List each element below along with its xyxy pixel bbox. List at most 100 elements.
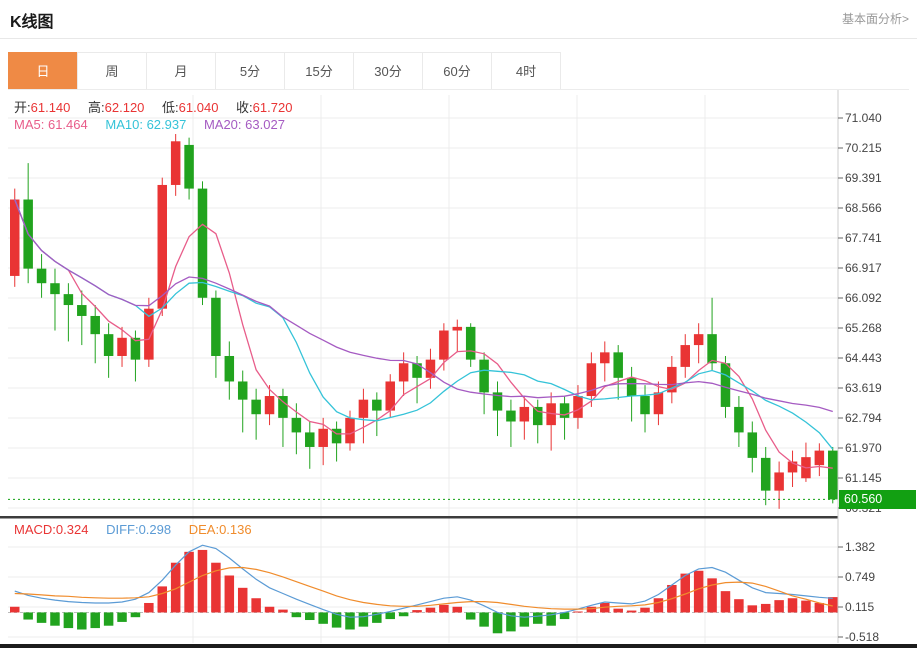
macd-hist-bar [653,598,664,613]
candle-body [600,352,610,364]
diff-line [14,544,833,618]
macd-hist-bar [36,612,47,623]
macd-hist-bar [532,612,543,624]
ma20-line [14,199,833,413]
fundamental-analysis-link[interactable]: 基本面分析> [841,12,909,26]
candle-body [398,363,409,382]
macd-hist-bar [573,611,583,613]
macd-hist-bar [197,549,208,613]
macd-hist-bar [479,612,489,627]
candle-body [372,399,382,411]
candle-body [90,315,100,335]
ma5-label: MA5: 61.464 [14,117,88,132]
candle-body [680,345,690,367]
macd-hist-bar [801,600,811,613]
macd-hist-bar [586,606,597,613]
candle-body [465,326,476,360]
tab-15min[interactable]: 15分 [284,52,354,90]
candle-body [626,377,637,397]
tab-month[interactable]: 月 [146,52,216,90]
y-axis-tick: 70.215 [845,141,882,155]
ma5-line [14,199,833,469]
candle-body [130,337,141,360]
tab-day[interactable]: 日 [8,52,78,90]
ma20-label: MA20: 63.027 [203,117,285,132]
macd-hist-bar [372,612,382,623]
dea-line [14,566,833,610]
candle-body [667,366,677,393]
candle-body [305,432,315,447]
candle-body [720,363,731,407]
macd-hist-bar [264,606,275,613]
macd-hist-bar [519,612,530,627]
bottom-divider-bar [0,644,917,648]
candle-body [559,403,570,418]
macd-hist-bar [720,591,731,613]
ma10-label: MA10: 62.937 [105,117,187,132]
macd-hist-bar [144,602,154,613]
macd-hist-bar [680,573,690,613]
macd-hist-bar [237,587,248,613]
candle-body [211,297,221,356]
macd-hist-bar [77,612,87,630]
candle-body [278,396,288,418]
macd-hist-bar [747,605,758,613]
candle-body [640,396,650,415]
y-axis-tick: 62.794 [845,411,882,425]
macd-hist-bar [398,612,409,617]
macd-hist-bar [787,598,798,613]
high-value: 62.120 [104,100,145,115]
candle-body [492,392,503,411]
macd-hist-bar [546,612,556,626]
macd-hist-bar [734,599,744,613]
macd-hist-bar [425,607,436,613]
macd-hist-bar [10,606,20,613]
tab-60min[interactable]: 60分 [422,52,492,90]
y-axis-tick: 71.040 [845,111,882,125]
macd-hist-bar [345,612,355,630]
macd-hist-bar [465,612,476,620]
candle-body [264,396,275,415]
open-value: 61.140 [30,100,71,115]
macd-hist-bar [130,612,141,618]
candle-body [452,326,463,331]
macd-hist-bar [90,612,100,629]
macd-hist-bar [23,612,33,620]
title-divider [0,38,917,39]
tab-5min[interactable]: 5分 [215,52,285,90]
candle-body [774,472,784,491]
y-axis-tick: 69.391 [845,171,882,185]
page-title: K线图 [10,14,54,31]
tab-30min[interactable]: 30分 [353,52,423,90]
macd-value-label: MACD:0.324 [14,522,89,537]
close-label: 收: [236,100,253,115]
candle-body [331,428,342,444]
candle-body [479,359,489,393]
y-axis-tick: 65.268 [845,321,882,335]
candle-body [693,334,704,346]
macd-hist-bar [693,570,704,613]
y-axis-tick: 61.145 [845,471,882,485]
candle-body [707,334,717,364]
dea-value-label: DEA:0.136 [188,522,252,537]
macd-hist-bar [63,612,74,629]
macd-hist-bar [626,610,637,613]
macd-axis-tick: -0.518 [845,630,880,644]
candle-body [117,337,127,356]
macd-hist-bar [224,575,235,613]
y-axis-tick: 61.970 [845,441,882,455]
macd-hist-bar [613,608,623,613]
y-axis-tick: 64.443 [845,351,882,365]
macd-hist-bar [828,597,838,613]
candle-body [747,432,758,458]
ma10-line [14,199,834,450]
macd-hist-bar [412,610,422,613]
macd-hist-bar [291,612,302,618]
candle-body [787,461,798,473]
macd-legend: MACD:0.324 DIFF:0.298 DEA:0.136 [14,522,252,537]
candle-body [519,406,530,422]
macd-hist-bar [251,598,261,613]
tabbar-underline [8,89,909,90]
candle-body [157,184,168,309]
